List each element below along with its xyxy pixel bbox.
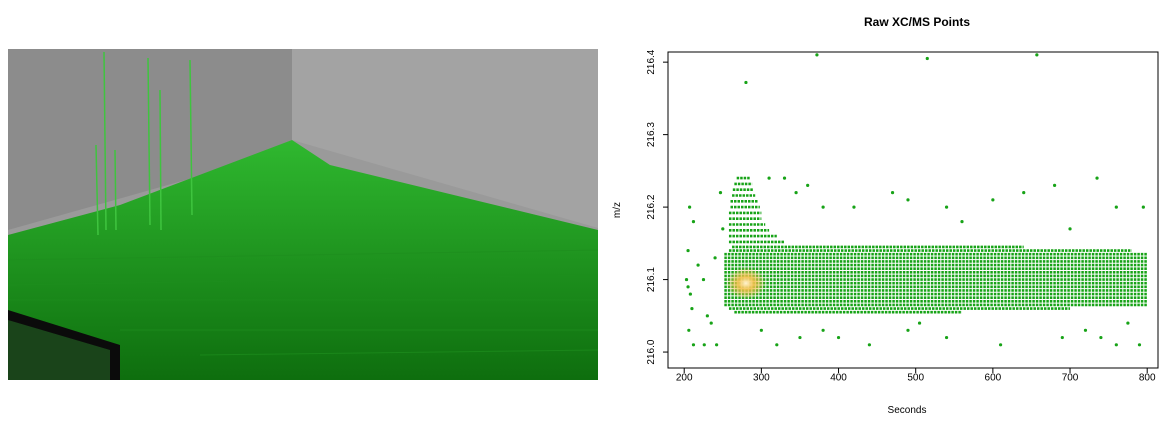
point — [794, 191, 798, 195]
point — [688, 205, 692, 209]
point — [1068, 227, 1072, 231]
point — [782, 176, 787, 180]
x-tick-label: 300 — [753, 372, 770, 383]
point — [867, 343, 872, 347]
point — [998, 343, 1003, 347]
point — [1114, 343, 1118, 347]
y-tick-label: 216.1 — [646, 267, 657, 292]
point — [1022, 191, 1026, 195]
x-tick-label: 200 — [676, 372, 693, 383]
point — [798, 335, 802, 340]
point — [1141, 205, 1145, 209]
point — [1095, 176, 1099, 180]
y-tick-label: 216.2 — [646, 194, 657, 219]
y-tick-label: 216.0 — [646, 339, 657, 364]
point — [960, 219, 964, 224]
point — [991, 198, 995, 202]
point — [691, 343, 696, 347]
chart-title: Raw XC/MS Points — [864, 15, 970, 29]
point — [775, 343, 779, 347]
point — [1114, 205, 1118, 209]
point — [917, 321, 922, 325]
point — [815, 53, 819, 57]
point — [688, 292, 692, 296]
x-tick-label: 700 — [1062, 372, 1079, 383]
point — [852, 205, 856, 209]
point — [1137, 343, 1142, 347]
point — [806, 183, 810, 187]
x-tick-label: 800 — [1139, 372, 1156, 383]
y-axis-label: m/z — [612, 202, 623, 218]
point — [691, 219, 696, 224]
point — [702, 343, 706, 347]
point — [687, 328, 691, 332]
x-tick-label: 500 — [907, 372, 924, 383]
point — [821, 205, 825, 209]
point — [890, 191, 895, 195]
point — [1052, 183, 1057, 187]
point — [705, 314, 709, 318]
point — [906, 328, 910, 332]
point — [944, 205, 949, 209]
point — [1126, 321, 1130, 325]
x-tick-label: 400 — [830, 372, 847, 383]
point — [1060, 335, 1064, 340]
point — [1099, 335, 1103, 340]
point — [1035, 53, 1039, 57]
point — [696, 263, 700, 267]
x-axis-label: Seconds — [888, 405, 927, 416]
point — [744, 80, 748, 85]
point — [767, 176, 771, 180]
point — [715, 343, 719, 347]
point — [686, 285, 690, 289]
point — [686, 248, 690, 253]
point — [684, 277, 689, 282]
point — [821, 328, 825, 332]
point — [925, 56, 929, 61]
y-tick-label: 216.4 — [646, 49, 657, 74]
point — [721, 227, 725, 231]
point — [713, 256, 717, 260]
point — [709, 321, 713, 325]
point — [759, 328, 763, 332]
point — [944, 335, 949, 340]
surface-render — [7, 49, 599, 380]
plot-frame — [667, 51, 1159, 369]
point — [836, 335, 841, 340]
point — [906, 198, 910, 202]
point — [690, 306, 694, 311]
point — [718, 191, 723, 195]
x-tick-label: 600 — [985, 372, 1002, 383]
point — [1083, 328, 1088, 332]
point — [701, 277, 706, 282]
y-tick-label: 216.3 — [646, 122, 657, 147]
density-glow — [725, 267, 766, 300]
